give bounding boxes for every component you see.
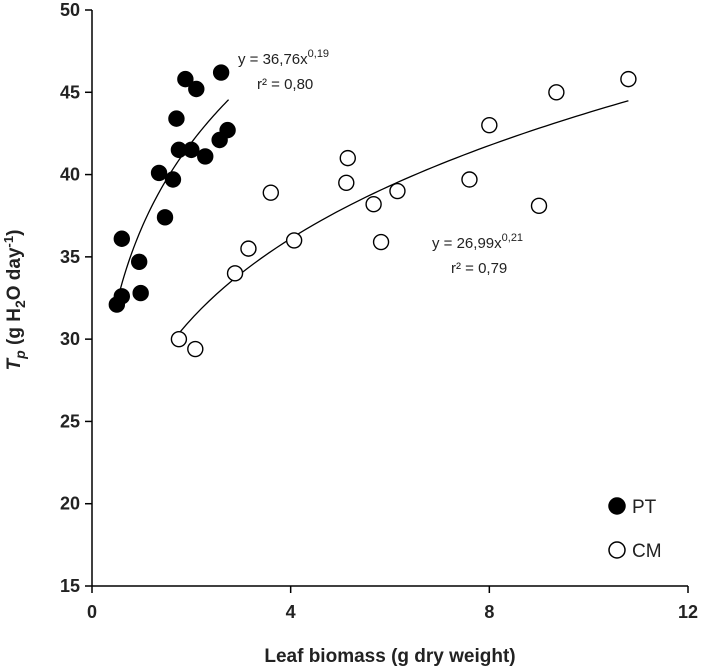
- data-point-pt: [156, 209, 174, 226]
- x-tick-label: 4: [286, 602, 296, 622]
- regression-curves: [116, 99, 629, 334]
- y-tick-label: 20: [60, 494, 80, 514]
- data-point-cm: [262, 184, 279, 201]
- data-point-cm: [365, 195, 382, 213]
- data-point-pt: [150, 164, 168, 182]
- data-point-cm: [285, 232, 303, 249]
- data-point-cm: [372, 233, 390, 251]
- data-point-pt: [188, 80, 205, 98]
- x-tick-label: 0: [87, 602, 97, 622]
- data-point-pt: [212, 64, 230, 81]
- x-tick-label: 8: [484, 602, 494, 622]
- data-point-pt: [197, 148, 214, 165]
- y-tick-label: 15: [60, 576, 80, 596]
- data-point-pt: [113, 230, 131, 247]
- y-tick-label: 35: [60, 247, 80, 267]
- x-axis-ticks: 0 4 8 12: [87, 586, 698, 622]
- data-point-pt: [177, 70, 194, 88]
- data-point-pt: [130, 253, 148, 270]
- data-point-pt: [164, 171, 182, 188]
- data-point-cm: [339, 149, 356, 167]
- data-point-pt: [113, 288, 131, 305]
- data-point-cm: [338, 174, 355, 192]
- data-point-cm: [389, 182, 406, 200]
- data-point-pt: [183, 141, 200, 159]
- data-point-cm: [620, 70, 637, 88]
- legend-label-pt: PT: [632, 497, 657, 518]
- data-point-pt: [132, 284, 149, 302]
- x-tick-label: 12: [678, 602, 698, 622]
- legend-marker-cm: [608, 541, 626, 559]
- plot-area: 15 20 25 30 35 40 45 50 0 4 8 12: [60, 0, 698, 622]
- y-axis-title: Tp (g H2O day-1): [1, 230, 28, 371]
- legend-marker-pt: [608, 497, 626, 515]
- y-tick-label: 30: [60, 329, 80, 349]
- data-point-cm: [548, 84, 565, 101]
- y-tick-label: 50: [60, 0, 80, 20]
- y-tick-label: 25: [60, 411, 80, 431]
- pt-r2: r² = 0,80: [257, 76, 313, 93]
- y-tick-label: 40: [60, 165, 80, 185]
- pt-equation: y = 36,76x0,19: [238, 48, 329, 68]
- legend: PT CM: [608, 497, 662, 562]
- y-tick-label: 45: [60, 82, 80, 102]
- cm-equation: y = 26,99x0,21: [432, 232, 523, 252]
- data-point-cm: [530, 197, 548, 215]
- data-point-pt: [219, 121, 236, 139]
- legend-label-cm: CM: [632, 541, 662, 562]
- fit-curve-pt: [116, 99, 230, 303]
- data-points: [108, 64, 637, 358]
- data-point-pt: [168, 110, 185, 127]
- data-point-cm: [170, 330, 188, 348]
- data-point-cm: [187, 340, 204, 358]
- y-axis-ticks: 15 20 25 30 35 40 45 50: [60, 0, 92, 596]
- cm-r2: r² = 0,79: [451, 260, 507, 277]
- fit-curve-cm: [178, 100, 629, 334]
- data-point-cm: [481, 116, 498, 134]
- data-point-cm: [240, 240, 257, 257]
- x-axis-title: Leaf biomass (g dry weight): [264, 646, 515, 667]
- data-point-cm: [461, 171, 478, 188]
- data-point-cm: [226, 265, 244, 282]
